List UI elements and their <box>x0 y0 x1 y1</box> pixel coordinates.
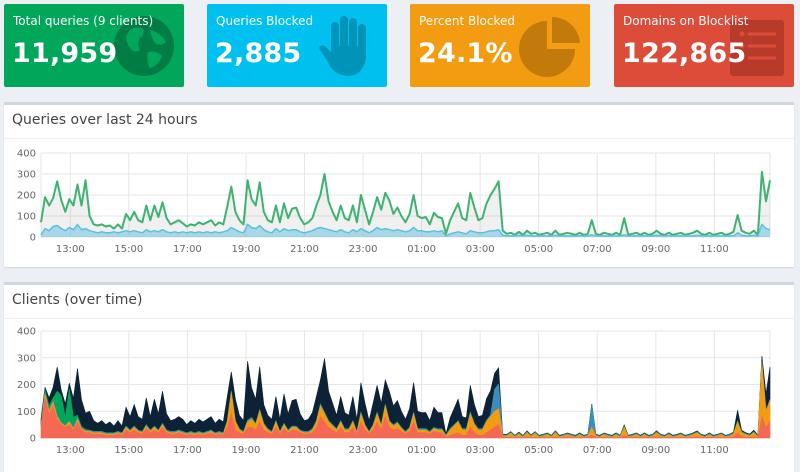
y-tick-label: 200 <box>17 380 36 391</box>
x-tick-label: 07:00 <box>583 445 612 456</box>
percent-blocked-label: Percent Blocked <box>419 14 515 28</box>
clients-panel-title: Clients (over time) <box>12 292 143 308</box>
y-tick-label: 300 <box>17 170 36 181</box>
queries-blocked-label: Queries Blocked <box>216 14 314 28</box>
x-tick-label: 13:00 <box>56 244 85 255</box>
x-tick-label: 23:00 <box>349 244 378 255</box>
x-tick-label: 19:00 <box>232 445 261 456</box>
stat-box-domains-blocklist: Domains on Blocklist 122,865 <box>614 4 794 87</box>
x-tick-label: 01:00 <box>407 445 436 456</box>
x-tick-label: 13:00 <box>56 445 85 456</box>
clients-chart[interactable]: 0 100 200 300 400 13:00 15:00 17:00 19:00 21:00 23… <box>4 285 794 472</box>
stat-box-queries-blocked: Queries Blocked 2,885 <box>207 4 387 87</box>
x-tick-label: 23:00 <box>349 445 378 456</box>
x-tick-label: 15:00 <box>114 445 143 456</box>
series-area <box>40 397 771 439</box>
y-tick-label: 0 <box>30 434 36 445</box>
queries-panel-title: Queries over last 24 hours <box>12 112 198 128</box>
domains-blocklist-value: 122,865 <box>622 38 747 69</box>
list-icon <box>730 20 784 76</box>
y-tick-label: 200 <box>17 191 36 202</box>
pie-chart-icon <box>519 16 580 77</box>
series-area <box>41 171 770 237</box>
queries-chart[interactable]: 0 100 200 300 400 13:00 15:00 17:00 19:00 21:00 23… <box>4 105 794 267</box>
x-tick-label: 03:00 <box>466 445 495 456</box>
y-tick-label: 0 <box>30 233 36 244</box>
x-tick-label: 11:00 <box>700 445 729 456</box>
queries-blocked-value: 2,885 <box>215 38 302 69</box>
percent-blocked-value: 24.1% <box>418 38 513 69</box>
x-tick-label: 21:00 <box>290 244 319 255</box>
series-area <box>41 224 770 237</box>
series-line <box>40 170 771 236</box>
x-tick-label: 01:00 <box>407 244 436 255</box>
x-tick-label: 09:00 <box>641 244 670 255</box>
y-tick-label: 400 <box>17 149 36 160</box>
domains-blocklist-label: Domains on Blocklist <box>623 14 749 28</box>
stat-box-total-queries: Total queries (9 clients) 11,959 <box>4 4 184 87</box>
y-tick-label: 100 <box>17 212 36 223</box>
x-tick-label: 17:00 <box>173 244 202 255</box>
hand-icon <box>319 16 366 76</box>
x-tick-label: 03:00 <box>466 244 495 255</box>
clients-chart-panel: Clients (over time) 0 100 200 300 400 13:00 15… <box>4 282 794 472</box>
y-tick-label: 400 <box>17 327 36 338</box>
series-line <box>40 223 771 237</box>
globe-icon <box>114 16 174 76</box>
x-tick-label: 15:00 <box>114 244 143 255</box>
y-tick-label: 100 <box>17 407 36 418</box>
total-queries-value: 11,959 <box>12 38 118 69</box>
y-tick-label: 300 <box>17 353 36 364</box>
series-area <box>40 355 771 437</box>
total-queries-label: Total queries (9 clients) <box>13 14 154 28</box>
queries-chart-panel: Queries over last 24 hours 0 100 200 300 400… <box>4 102 794 267</box>
stat-box-percent-blocked: Percent Blocked 24.1% <box>410 4 590 87</box>
x-tick-label: 05:00 <box>524 445 553 456</box>
x-tick-label: 17:00 <box>173 445 202 456</box>
x-tick-label: 07:00 <box>583 244 612 255</box>
x-tick-label: 05:00 <box>524 244 553 255</box>
x-tick-label: 09:00 <box>641 445 670 456</box>
x-tick-label: 21:00 <box>290 445 319 456</box>
x-tick-label: 19:00 <box>232 244 261 255</box>
x-tick-label: 11:00 <box>700 244 729 255</box>
